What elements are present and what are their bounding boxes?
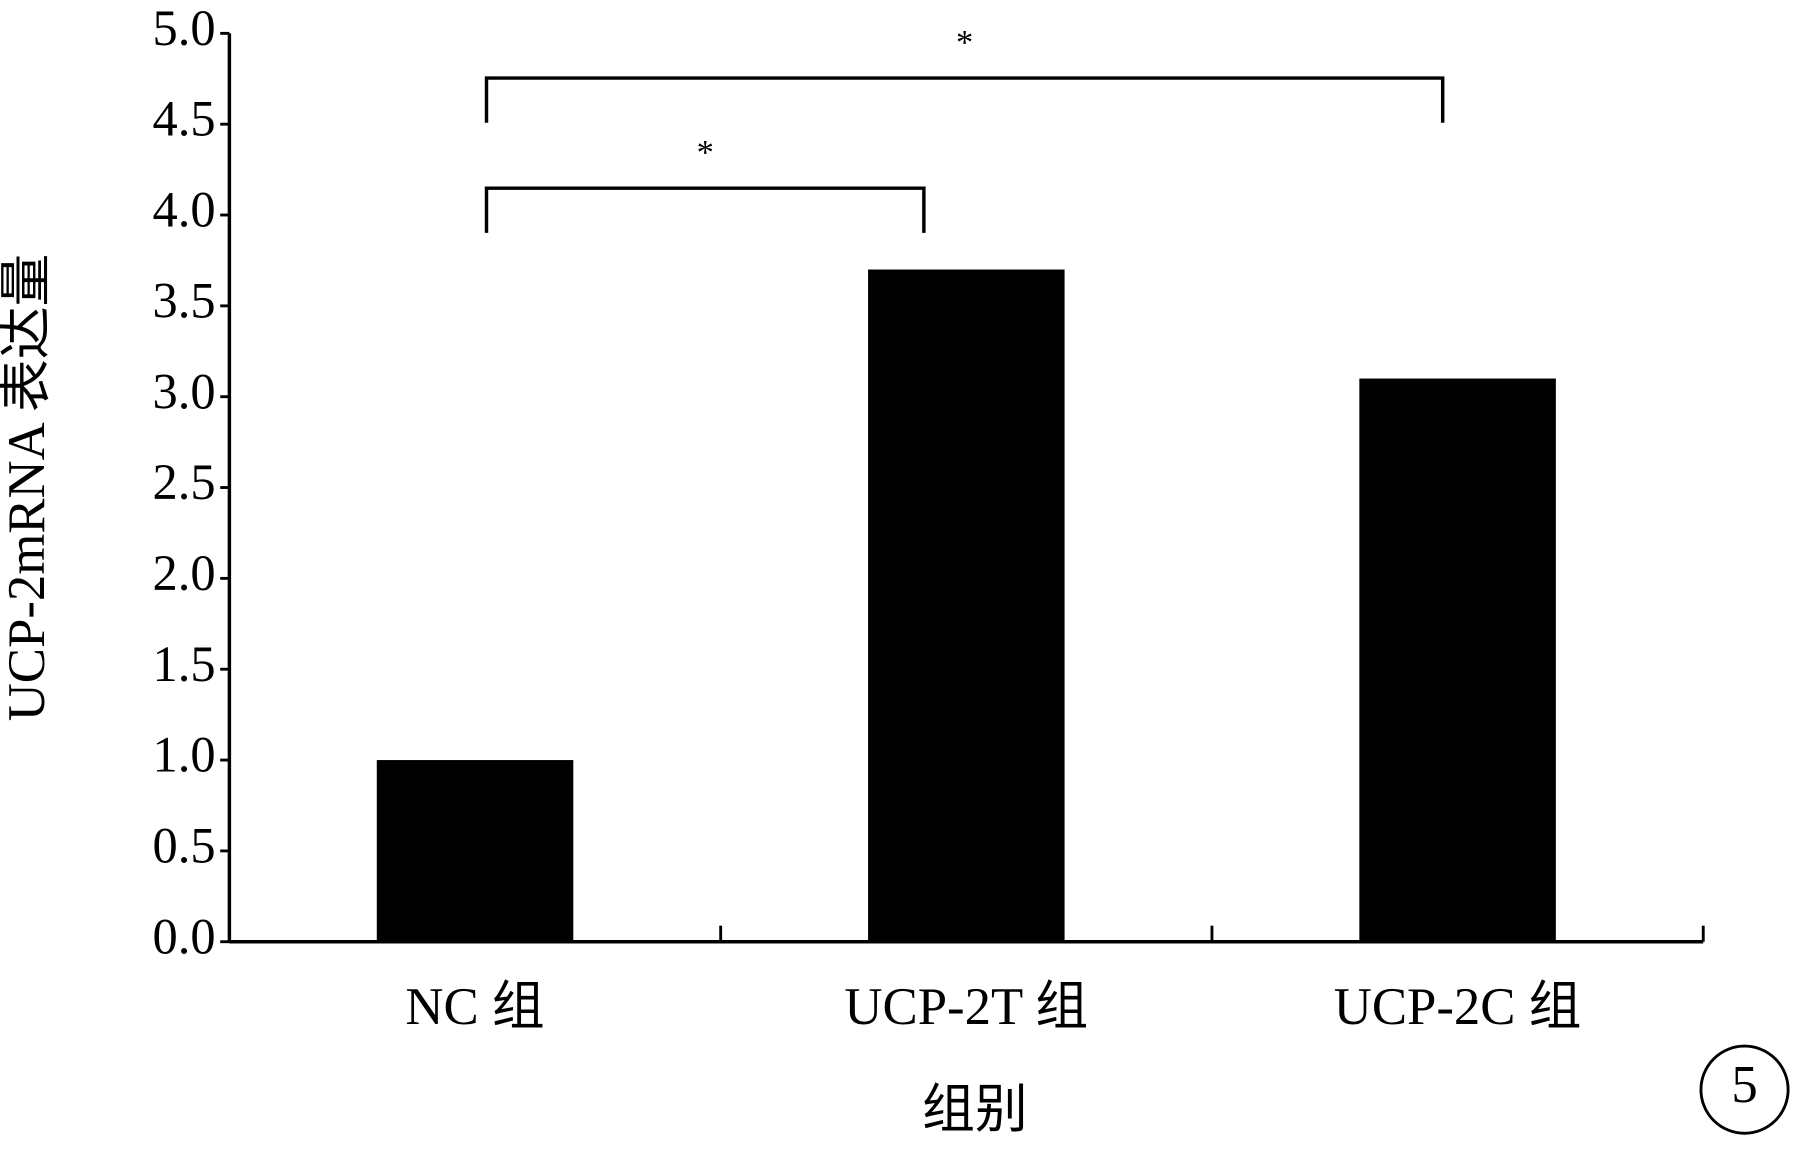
- y-tick-label: 2.0: [153, 545, 216, 601]
- y-tick-label: 1.0: [153, 727, 216, 783]
- significance-bracket: [484, 76, 1445, 123]
- bar: [376, 760, 574, 942]
- y-tick-label: 0.5: [153, 817, 216, 873]
- y-tick-label: 0.0: [153, 908, 216, 964]
- x-tick-label: UCP-2T 组: [844, 978, 1088, 1036]
- significance-label: *: [956, 24, 973, 62]
- y-axis-title: UCP-2mRNA 表达量: [0, 254, 56, 722]
- bar: [1359, 378, 1556, 942]
- x-axis-title: 组别: [922, 1081, 1028, 1139]
- significance-label: *: [697, 134, 714, 172]
- y-tick-label: 3.5: [153, 272, 216, 328]
- x-tick-label: NC 组: [405, 978, 544, 1036]
- y-tick-label: 1.5: [153, 636, 216, 692]
- y-tick-label: 2.5: [153, 454, 216, 510]
- y-tick-label: 3.0: [153, 363, 216, 419]
- panel-label: 5: [1731, 1056, 1757, 1114]
- significance-bracket: [484, 186, 926, 233]
- y-tick-label: 5.0: [153, 0, 216, 56]
- y-tick-label: 4.5: [153, 91, 216, 147]
- bar: [868, 269, 1065, 942]
- panel-circle: [1699, 1044, 1790, 1135]
- y-tick-label: 4.0: [153, 182, 216, 238]
- x-tick-label: UCP-2C 组: [1334, 978, 1582, 1036]
